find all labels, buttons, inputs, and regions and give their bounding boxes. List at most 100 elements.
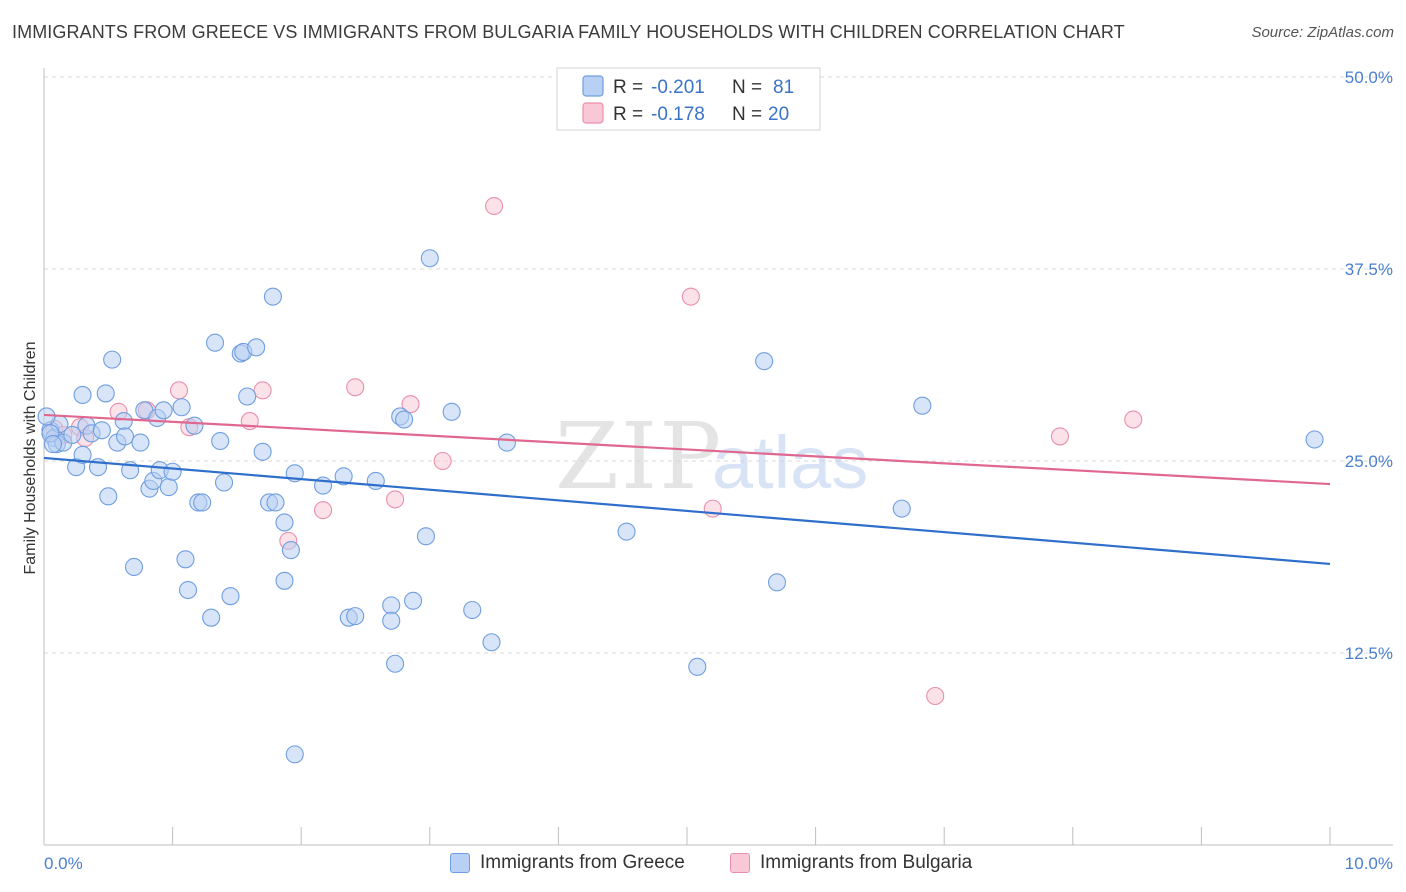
greece-point xyxy=(253,442,272,461)
greece-point xyxy=(767,573,787,592)
greece-point xyxy=(114,412,133,431)
y-axis-label: Family Households with Children xyxy=(22,342,39,575)
legend-label-bulgaria: Immigrants from Bulgaria xyxy=(760,852,973,873)
stats-n-label-greece: N = xyxy=(732,77,762,98)
watermark-atlas: atlas xyxy=(712,421,868,504)
grid-lines xyxy=(44,76,1393,654)
greece-point xyxy=(99,487,118,506)
stats-n-label-bulgaria: N = xyxy=(732,104,762,125)
greece-point xyxy=(43,435,63,454)
greece-point xyxy=(755,352,774,371)
bulgaria-point xyxy=(433,451,452,471)
greece-point xyxy=(334,467,353,486)
greece-point xyxy=(892,499,911,518)
greece-point xyxy=(285,745,304,764)
stats-r-label-bulgaria: R = xyxy=(613,104,643,125)
y-tick-labels: 12.5% 25.0% 37.5% 50.0% xyxy=(1345,68,1393,663)
stats-r-label-greece: R = xyxy=(613,77,643,98)
greece-point xyxy=(247,338,266,357)
greece-point xyxy=(178,580,198,600)
greece-point xyxy=(163,462,182,481)
greece-point xyxy=(497,433,517,452)
greece-point xyxy=(382,596,401,615)
greece-point xyxy=(238,387,257,406)
legend: Immigrants from Greece Immigrants from B… xyxy=(0,852,1406,878)
greece-point xyxy=(420,249,439,268)
greece-point xyxy=(73,385,92,405)
greece-point xyxy=(416,527,435,546)
greece-point xyxy=(202,608,221,627)
chart-title: IMMIGRANTS FROM GREECE VS IMMIGRANTS FRO… xyxy=(12,22,1125,42)
greece-point xyxy=(205,333,225,352)
x-tick-label-max: 10.0% xyxy=(1345,854,1393,873)
greece-point xyxy=(1305,430,1324,449)
y-tick-label: 12.5% xyxy=(1345,644,1393,663)
legend-swatch-bulgaria xyxy=(730,853,750,873)
greece-point xyxy=(73,445,92,464)
bulgaria-point xyxy=(346,378,365,397)
source-label: Source: ZipAtlas.com xyxy=(1251,24,1394,41)
greece-point xyxy=(154,401,173,420)
greece-point xyxy=(395,410,414,429)
legend-item-bulgaria[interactable]: Immigrants from Bulgaria xyxy=(730,852,972,874)
greece-point xyxy=(404,591,423,610)
greece-point xyxy=(92,421,111,440)
greece-point xyxy=(442,402,461,421)
bulgaria-point xyxy=(926,686,945,706)
bulgaria-point xyxy=(169,381,189,400)
bulgaria-point xyxy=(1124,410,1143,429)
y-tick-label: 50.0% xyxy=(1345,68,1393,87)
greece-point xyxy=(263,287,282,306)
watermark-zip: ZIP xyxy=(555,403,723,510)
stats-swatch-greece xyxy=(582,75,604,97)
greece-point xyxy=(386,654,405,673)
bulgaria-point xyxy=(386,490,405,509)
stats-r-value-bulgaria: -0.178 xyxy=(651,104,705,125)
legend-swatch-greece xyxy=(450,853,470,873)
greece-point xyxy=(159,478,178,497)
axes xyxy=(43,68,1393,846)
bulgaria-point xyxy=(485,196,504,216)
x-tick-label-min: 0.0% xyxy=(44,854,83,873)
greece-point xyxy=(617,522,636,541)
trend-lines xyxy=(43,413,1331,566)
greece-point xyxy=(115,427,135,446)
greece-point xyxy=(96,384,115,403)
stats-box: R = -0.201 N = 81 R = -0.178 N = 20 xyxy=(556,67,821,131)
watermark: ZIP atlas xyxy=(555,403,868,510)
greece-point xyxy=(346,607,365,626)
greece-point xyxy=(63,425,82,444)
greece-point xyxy=(913,396,932,415)
legend-label-greece: Immigrants from Greece xyxy=(480,852,685,873)
greece-point xyxy=(463,600,482,620)
greece-point xyxy=(214,473,234,492)
greece-point xyxy=(366,471,385,491)
greece-point xyxy=(266,493,285,512)
bulgaria-point xyxy=(314,501,333,520)
bulgaria-point xyxy=(401,395,420,414)
greece-point xyxy=(124,557,144,577)
bulgaria-trend-line xyxy=(43,413,1331,486)
greece-point xyxy=(275,513,294,532)
greece-point xyxy=(176,550,195,569)
bulgaria-point xyxy=(681,287,700,306)
greece-point xyxy=(281,541,300,560)
greece-point xyxy=(103,350,122,369)
greece-point xyxy=(275,571,294,590)
stats-r-value-greece: -0.201 xyxy=(651,77,705,98)
greece-trend-line xyxy=(43,456,1331,566)
greece-points xyxy=(37,249,1324,764)
greece-point xyxy=(172,398,191,417)
stats-swatch-bulgaria xyxy=(582,102,604,124)
y-tick-label: 25.0% xyxy=(1345,452,1393,471)
legend-item-greece[interactable]: Immigrants from Greece xyxy=(450,852,685,874)
stats-n-value-greece: 81 xyxy=(773,77,794,98)
bulgaria-point xyxy=(1050,427,1069,446)
y-tick-label: 37.5% xyxy=(1345,260,1393,279)
greece-point xyxy=(211,431,230,451)
greece-point xyxy=(382,611,401,630)
greece-point xyxy=(221,587,240,606)
stats-n-value-bulgaria: 20 xyxy=(768,104,789,125)
greece-point xyxy=(131,433,150,452)
